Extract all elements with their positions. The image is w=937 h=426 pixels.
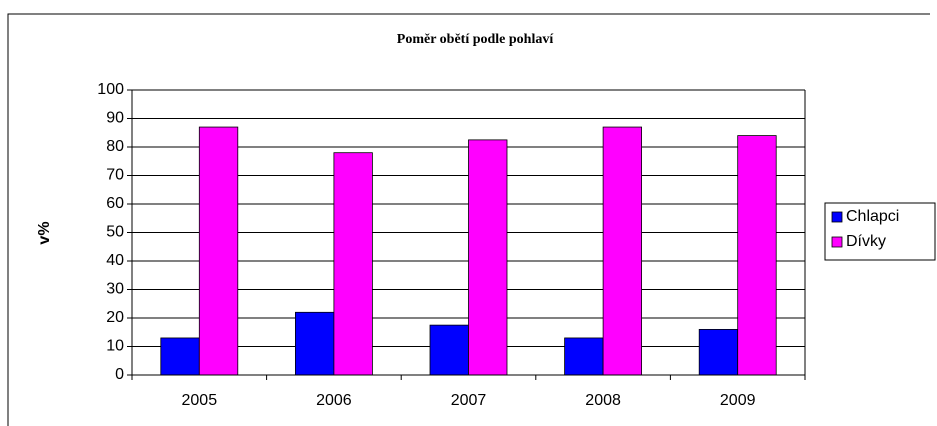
bar xyxy=(564,337,604,376)
bar xyxy=(160,337,200,376)
bar xyxy=(333,152,373,376)
bar xyxy=(737,135,777,376)
x-tick-label: 2009 xyxy=(720,392,756,409)
legend-label: Dívky xyxy=(846,233,886,250)
x-tick-label: 2007 xyxy=(451,392,487,409)
legend-label: Chlapci xyxy=(846,208,899,225)
chart-title: Poměr obětí podle pohlaví xyxy=(397,32,555,47)
y-axis-label: v% xyxy=(36,221,53,244)
bar xyxy=(468,139,508,376)
x-tick-label: 2008 xyxy=(585,392,621,409)
legend-swatch xyxy=(831,236,843,248)
y-tick-label: 30 xyxy=(106,281,124,298)
y-tick-label: 100 xyxy=(97,81,124,98)
y-tick-label: 10 xyxy=(106,338,124,355)
x-tick-label: 2006 xyxy=(316,392,352,409)
y-tick-label: 40 xyxy=(106,252,124,269)
x-tick-label: 2005 xyxy=(182,392,218,409)
y-tick-label: 60 xyxy=(106,195,124,212)
y-tick-label: 0 xyxy=(115,366,124,383)
y-tick-label: 90 xyxy=(106,110,124,127)
y-tick-label: 20 xyxy=(106,309,124,326)
legend-swatch xyxy=(831,211,843,223)
bar xyxy=(198,126,239,376)
bar xyxy=(294,311,335,376)
bar xyxy=(602,126,642,376)
bar xyxy=(698,328,739,376)
bar xyxy=(429,324,469,376)
y-tick-label: 70 xyxy=(106,167,124,184)
legend-box xyxy=(824,202,936,261)
chart-border xyxy=(7,13,930,426)
y-tick-label: 80 xyxy=(106,138,124,155)
y-tick-label: 50 xyxy=(106,224,124,241)
